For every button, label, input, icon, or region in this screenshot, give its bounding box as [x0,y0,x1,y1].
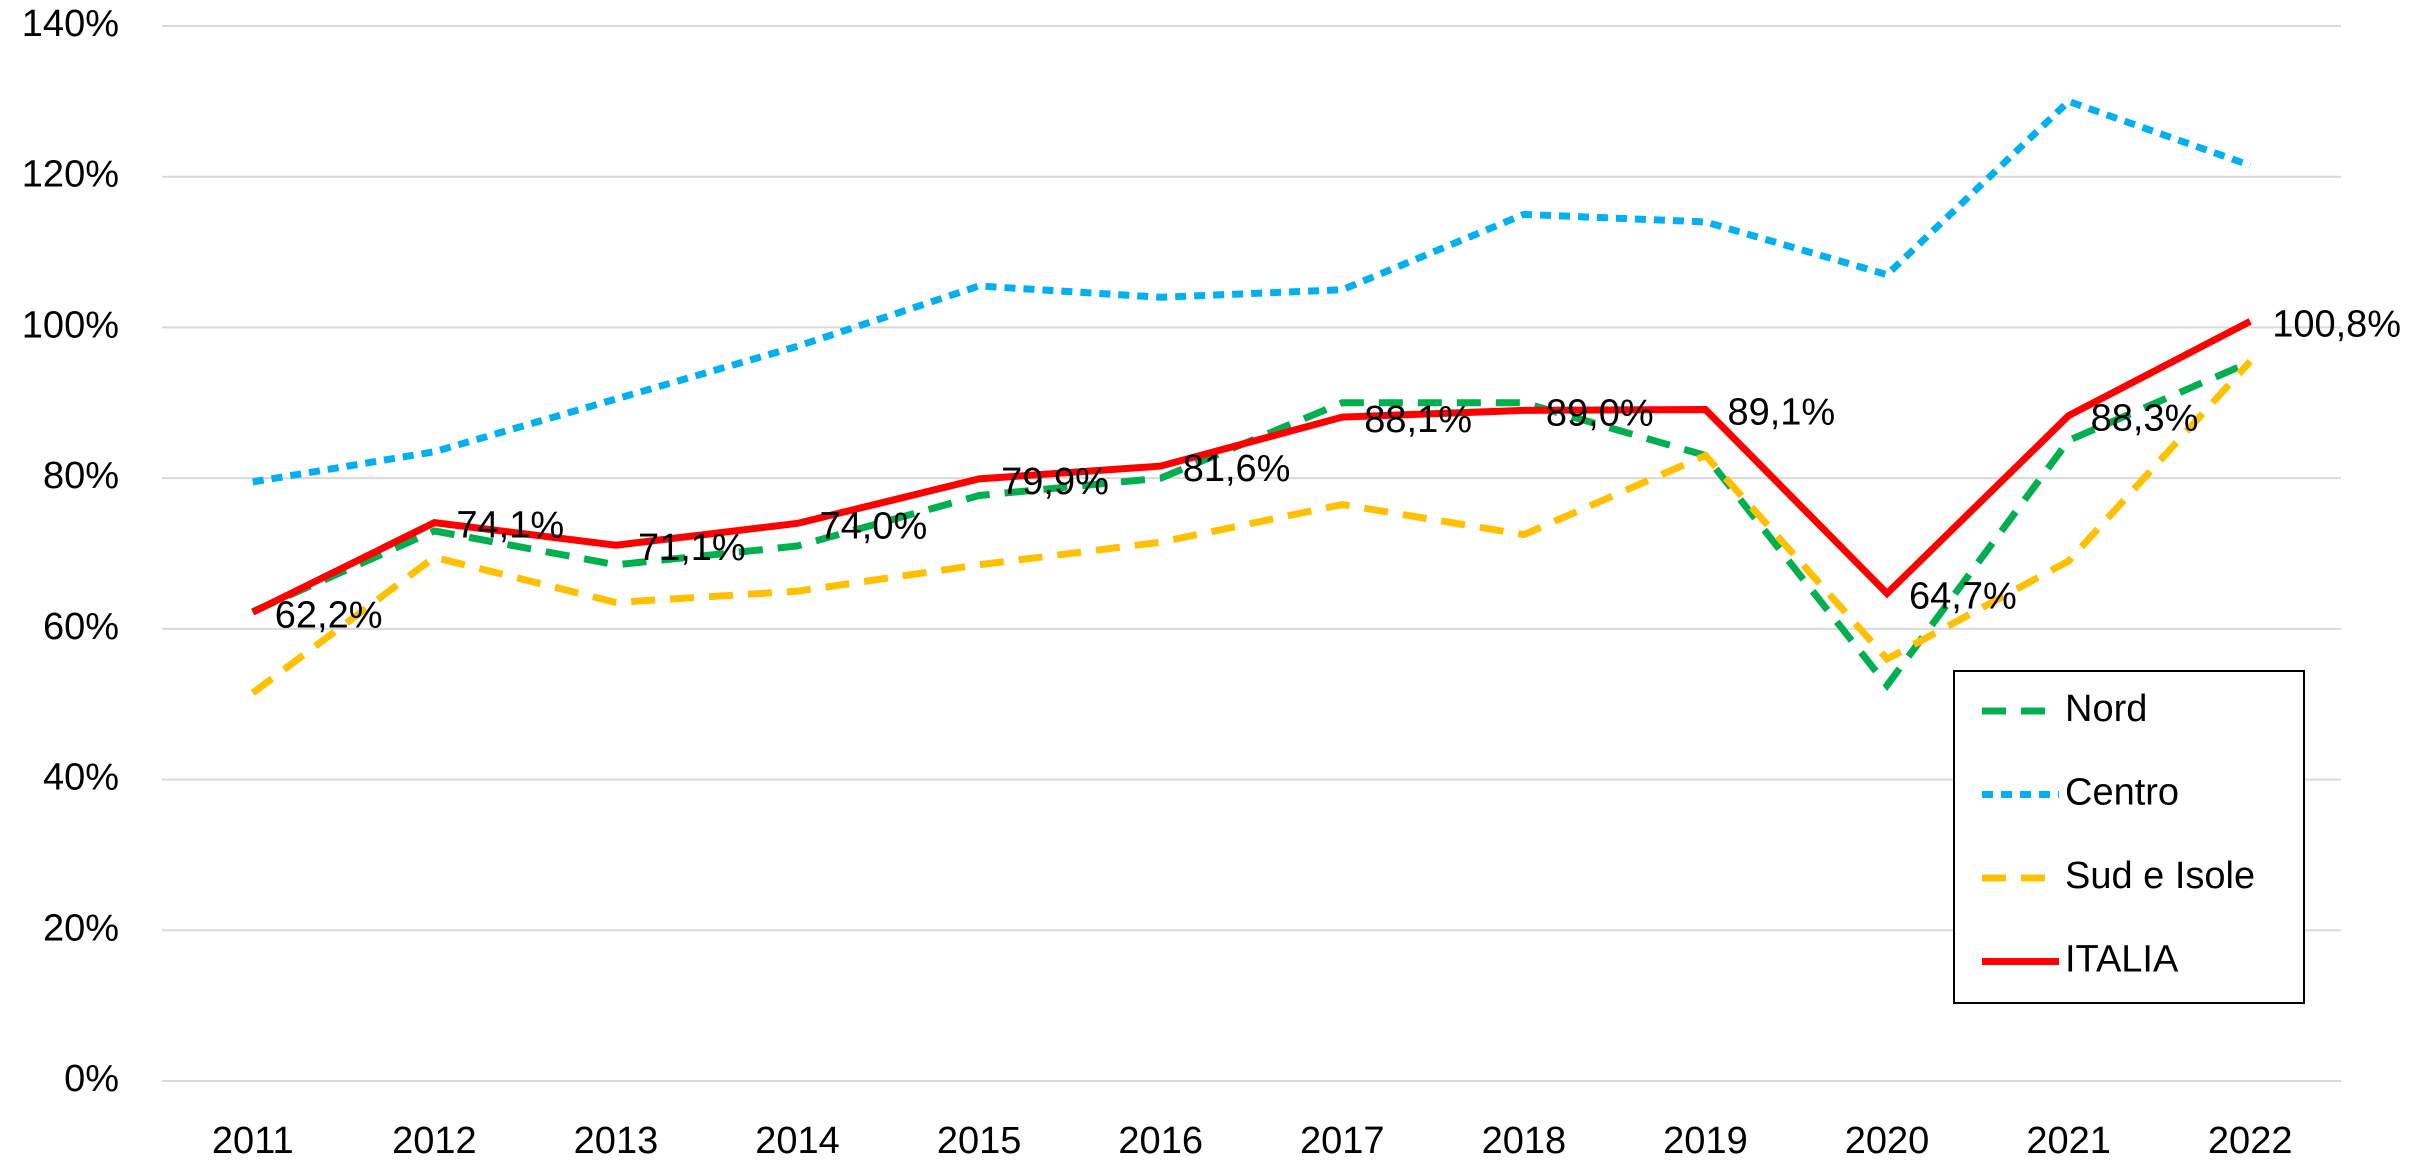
x-tick-label: 2022 [2208,1120,2293,1162]
data-label: 88,3% [2091,398,2199,440]
data-label: 74,1% [456,505,564,547]
data-label: 62,2% [275,594,383,636]
x-tick-label: 2013 [574,1120,659,1162]
x-tick-label: 2011 [212,1120,294,1162]
y-tick-label: 0% [64,1058,119,1100]
y-tick-label: 40% [43,757,119,799]
y-tick-label: 120% [22,154,119,196]
data-label: 71,1% [638,527,746,569]
data-label: 74,0% [820,505,928,547]
data-label: 81,6% [1183,448,1291,490]
x-tick-label: 2016 [1118,1120,1203,1162]
y-tick-label: 100% [22,304,119,346]
data-label: 64,7% [1909,575,2017,617]
data-label: 88,1% [1364,399,1472,441]
series-line [251,318,2252,616]
legend-label: Sud e Isole [2065,855,2255,897]
x-tick-label: 2021 [2026,1120,2111,1162]
x-tick-label: 2017 [1300,1120,1385,1162]
x-tick-label: 2014 [755,1120,840,1162]
data-label: 79,9% [1001,461,1109,503]
x-tick-label: 2020 [1845,1120,1930,1162]
legend-label: Nord [2065,688,2147,730]
legend-box [1953,670,2305,1004]
data-label: 100,8% [2272,303,2401,345]
y-tick-label: 20% [43,907,119,949]
series-line [252,97,2252,486]
x-tick-label: 2012 [392,1120,477,1162]
data-label: 89,0% [1546,392,1654,434]
legend-label: Centro [2065,772,2179,814]
y-tick-label: 140% [22,3,119,45]
y-tick-label: 80% [43,455,119,497]
x-tick-label: 2019 [1663,1120,1748,1162]
legend-label: ITALIA [2065,939,2179,981]
y-tick-label: 60% [43,606,119,648]
series-line [250,358,2253,696]
x-tick-label: 2018 [1482,1120,1567,1162]
data-label: 89,1% [1727,392,1835,434]
x-tick-label: 2015 [937,1120,1022,1162]
